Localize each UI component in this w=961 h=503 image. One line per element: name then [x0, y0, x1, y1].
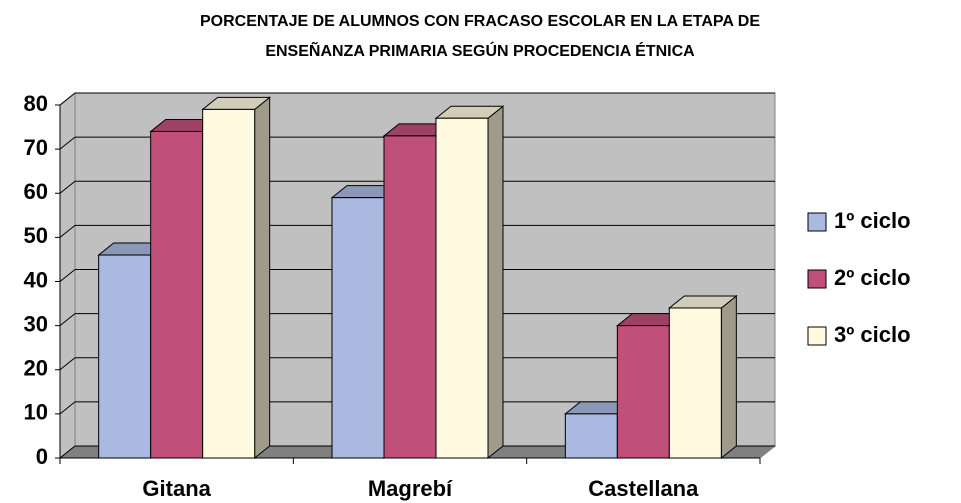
y-tick-label: 60: [24, 179, 48, 204]
grid-line: [59, 313, 76, 327]
bar: [564, 413, 618, 459]
bar: [202, 108, 256, 459]
grid-line: [59, 445, 76, 459]
legend-swatch: [807, 269, 827, 289]
bar: [668, 307, 722, 459]
x-tick-label: Castellana: [588, 476, 699, 501]
bar-side: [720, 294, 737, 460]
bar: [616, 325, 670, 459]
grid-line: [59, 401, 76, 415]
x-tick-label: Gitana: [142, 476, 211, 501]
y-tick-label: 20: [24, 356, 48, 381]
x-tick-label: Magrebí: [368, 476, 453, 501]
bar-side: [487, 105, 504, 460]
bar: [435, 117, 489, 459]
y-tick-label: 50: [24, 223, 48, 248]
y-tick-label: 0: [36, 444, 48, 469]
bar: [331, 197, 385, 459]
bar: [150, 130, 204, 459]
bar: [98, 254, 152, 459]
chart-title: PORCENTAJE DE ALUMNOS CON FRACASO ESCOLA…: [200, 13, 760, 30]
legend-label: 1º ciclo: [834, 208, 911, 233]
y-tick-label: 70: [24, 135, 48, 160]
legend-swatch: [807, 326, 827, 346]
bar-side: [254, 96, 271, 460]
legend-label: 3º ciclo: [834, 322, 911, 347]
grid-line: [59, 136, 76, 150]
bar: [383, 135, 437, 459]
grid-line: [59, 92, 76, 106]
y-tick-label: 40: [24, 267, 48, 292]
grid-line: [59, 357, 76, 371]
y-tick-label: 80: [24, 91, 48, 116]
y-tick-label: 30: [24, 311, 48, 336]
legend-swatch: [807, 212, 827, 232]
y-tick-label: 10: [24, 400, 48, 425]
grid-line: [59, 224, 76, 238]
chart-title: ENSEÑANZA PRIMARIA SEGÚN PROCEDENCIA ÉTN…: [265, 40, 695, 60]
legend-label: 2º ciclo: [834, 265, 911, 290]
grid-line: [59, 180, 76, 194]
grid-line: [59, 269, 76, 282]
